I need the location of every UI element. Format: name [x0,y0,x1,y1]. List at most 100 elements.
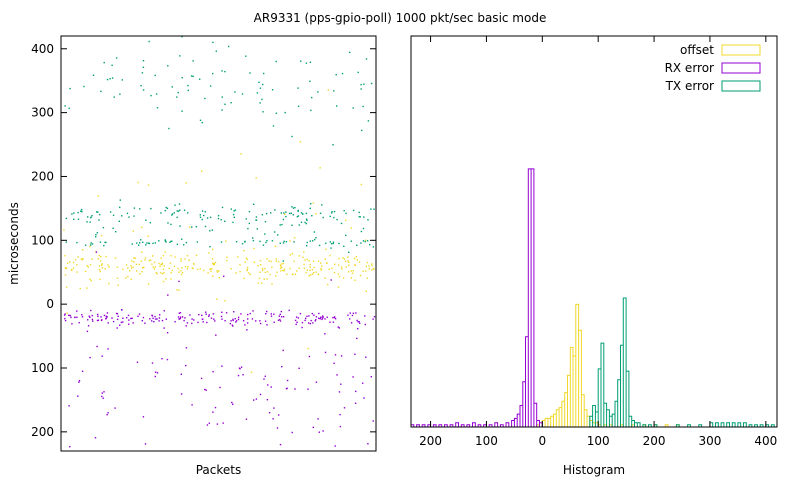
scatter-point [363,216,365,218]
scatter-point [300,60,302,62]
y-tick-label: 100 [31,233,54,247]
scatter-point [252,310,254,312]
scatter-point [181,36,183,38]
scatter-point [147,283,150,285]
scatter-point [359,216,361,218]
scatter-point [358,216,360,218]
scatter-point [326,262,328,264]
scatter-point [365,270,367,272]
scatter-point [66,312,68,314]
scatter-point [315,319,317,321]
scatter-point [156,107,159,109]
scatter-point [167,65,169,67]
scatter-point [256,92,259,94]
scatter-point [144,259,146,261]
scatter-point [193,319,195,321]
scatter-point [278,414,280,416]
scatter-point [116,318,119,321]
scatter-series [64,36,375,262]
scatter-point [128,323,130,325]
scatter-point [171,86,173,88]
scatter-point [245,55,247,57]
scatter-point [322,430,324,432]
scatter-point [311,215,313,217]
scatter-point [366,240,369,242]
scatter-point [252,239,255,242]
y-tick-label: 0 [46,297,54,311]
scatter-point [138,313,141,315]
scatter-point [180,258,182,260]
scatter-point [275,258,277,260]
scatter-point [244,324,246,326]
legend-swatch [721,44,761,56]
scatter-point [82,258,84,260]
scatter-point [159,265,161,267]
scatter-point [338,242,340,245]
scatter-point [142,89,145,91]
scatter-point [80,210,82,212]
scatter-point [255,216,258,218]
scatter-point [266,399,269,401]
scatter-point [100,316,102,318]
scatter-point [185,347,188,349]
scatter-point [177,316,180,318]
scatter-point [69,446,71,448]
scatter-point [165,318,167,320]
scatter-point [363,83,365,85]
scatter-point [266,278,268,280]
scatter-point [297,215,300,217]
scatter-point [325,248,327,250]
scatter-point [92,320,94,322]
scatter-point [181,238,183,240]
scatter-point [312,426,314,429]
scatter-point [309,207,311,210]
scatter-point [317,273,320,276]
scatter-point [292,207,295,209]
scatter-point [139,242,141,244]
scatter-point [333,271,336,274]
scatter-point [76,264,78,266]
scatter-point [347,260,349,262]
scatter-point [73,212,75,214]
scatter-point [134,257,136,259]
scatter-point [185,364,187,367]
scatter-point [310,109,312,112]
scatter-point [262,83,264,86]
scatter-point [83,85,85,88]
scatter-point [212,262,214,264]
scatter-point [338,257,340,260]
legend: offset RX error TX error [665,43,761,93]
scatter-point [222,422,224,424]
scatter-series [63,89,375,374]
scatter-point [86,287,88,289]
scatter-point [370,82,373,85]
scatter-point [78,380,81,382]
scatter-point [298,224,300,226]
scatter-point [232,213,235,216]
scatter-point [131,243,133,245]
scatter-point [69,261,71,263]
scatter-point [200,377,203,380]
scatter-point [179,55,181,57]
scatter-point [105,315,107,317]
scatter-point [364,239,367,241]
scatter-point [108,266,110,268]
scatter-point [298,255,301,257]
scatter-point [266,258,268,260]
scatter-point [168,267,171,270]
scatter-point [98,254,100,257]
scatter-point [176,243,179,245]
scatter-point [277,261,280,263]
scatter-point [212,313,215,315]
scatter-point [371,263,373,265]
scatter-point [289,254,292,256]
scatter-point [109,211,112,213]
scatter-point [232,318,234,321]
scatter-point [255,320,257,322]
scatter-point [74,259,77,261]
scatter-point [340,355,343,357]
scatter-point [293,260,295,263]
scatter-point [211,229,213,231]
scatter-point [103,314,106,317]
scatter-point [154,74,156,77]
